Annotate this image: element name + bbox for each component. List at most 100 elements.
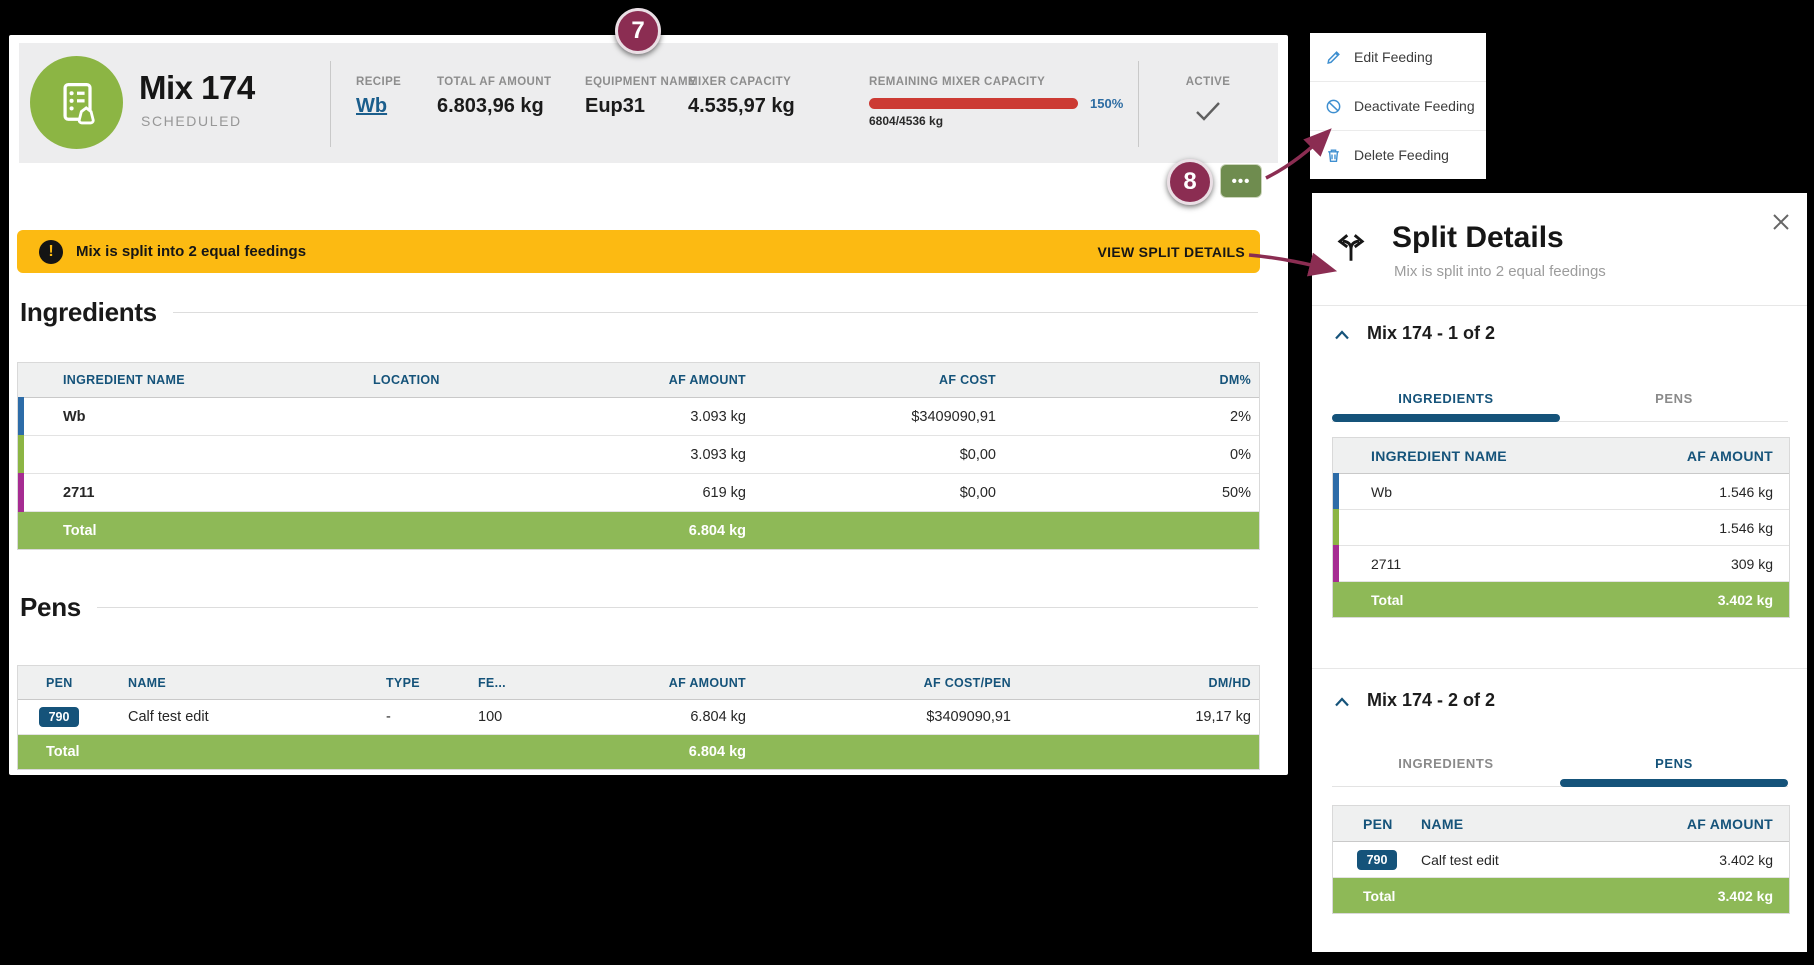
col-header: PEN bbox=[1363, 815, 1393, 832]
total-af-amount: 3.402 kg bbox=[1717, 887, 1773, 904]
pens-section-heading: Pens bbox=[20, 592, 1258, 622]
ingredient-dm: 0% bbox=[1230, 446, 1251, 463]
panel-title: Split Details bbox=[1392, 221, 1564, 254]
split-section-2-tabs: INGREDIENTS PENS bbox=[1332, 748, 1788, 787]
divider bbox=[1138, 61, 1139, 147]
table-header: INGREDIENT NAME AF AMOUNT bbox=[1333, 438, 1789, 474]
capacity-percent: 150% bbox=[1090, 96, 1124, 111]
menu-item-label: Deactivate Feeding bbox=[1354, 98, 1475, 114]
ban-icon bbox=[1325, 98, 1342, 115]
ingredient-af-amount: 3.093 kg bbox=[690, 408, 746, 425]
ingredients-total-row: Total 6.804 kg bbox=[18, 512, 1259, 549]
split-section-1-header[interactable]: Mix 174 - 1 of 2 bbox=[1334, 323, 1495, 344]
row-accent bbox=[18, 397, 24, 436]
pen-badge[interactable]: 790 bbox=[39, 707, 79, 727]
split-info-banner: ! Mix is split into 2 equal feedings VIE… bbox=[17, 230, 1260, 273]
pen-fe: 100 bbox=[478, 709, 503, 725]
menu-item-delete-feeding[interactable]: Delete Feeding bbox=[1310, 131, 1486, 179]
table-header: PEN NAME AF AMOUNT bbox=[1333, 806, 1789, 842]
chevron-up-icon bbox=[1334, 328, 1350, 340]
pen-name: Calf test edit bbox=[1421, 851, 1499, 868]
banner-message: Mix is split into 2 equal feedings bbox=[76, 243, 307, 260]
pen-number: 790 bbox=[1357, 849, 1397, 870]
field-label: EQUIPMENT NAME bbox=[585, 76, 697, 88]
more-actions-button[interactable]: ••• bbox=[1220, 164, 1262, 198]
total-label: Total bbox=[46, 744, 80, 760]
col-header: NAME bbox=[1421, 815, 1464, 832]
pencil-icon bbox=[1325, 49, 1342, 66]
annotation-marker-8: 8 bbox=[1167, 159, 1213, 205]
ingredients-section-heading: Ingredients bbox=[20, 297, 1258, 327]
split-details-panel: Split Details Mix is split into 2 equal … bbox=[1312, 193, 1807, 952]
total-label: Total bbox=[63, 522, 97, 539]
field-mixer-capacity: MIXER CAPACITY 4.535,97 kg bbox=[688, 76, 795, 118]
row-accent bbox=[1333, 545, 1339, 582]
ingredient-af-cost: $0,00 bbox=[959, 484, 996, 501]
capacity-detail: 6804/4536 kg bbox=[869, 114, 944, 128]
feeding-clipboard-icon bbox=[51, 77, 103, 129]
feeding-avatar bbox=[30, 56, 123, 149]
split-icon bbox=[1334, 231, 1368, 265]
menu-item-edit-feeding[interactable]: Edit Feeding bbox=[1310, 33, 1486, 82]
table-row[interactable]: 2711 619 kg $0,00 50% bbox=[18, 473, 1259, 512]
field-value: Eup31 bbox=[585, 95, 646, 117]
alert-icon: ! bbox=[39, 239, 63, 264]
panel-subtitle: Mix is split into 2 equal feedings bbox=[1394, 263, 1606, 280]
col-header: AF AMOUNT bbox=[668, 373, 746, 387]
feeding-header: Mix 174 SCHEDULED RECIPE Wb TOTAL AF AMO… bbox=[19, 43, 1278, 163]
pens-table: PEN NAME TYPE FE... AF AMOUNT AF COST/PE… bbox=[17, 665, 1260, 770]
active-check-icon bbox=[1148, 100, 1268, 122]
menu-item-label: Edit Feeding bbox=[1354, 49, 1433, 65]
view-split-details-button[interactable]: VIEW SPLIT DETAILS bbox=[1097, 243, 1245, 260]
table-row[interactable]: 3.093 kg $0,00 0% bbox=[18, 435, 1259, 474]
total-af-amount: 3.402 kg bbox=[1717, 591, 1773, 608]
pen-af-cost: $3409090,91 bbox=[926, 709, 1011, 725]
table-row: 2711 309 kg bbox=[1333, 545, 1789, 582]
section-title: Ingredients bbox=[20, 296, 157, 327]
split-section-2-header[interactable]: Mix 174 - 2 of 2 bbox=[1334, 690, 1495, 711]
ingredient-dm: 2% bbox=[1230, 408, 1251, 425]
status-label: SCHEDULED bbox=[141, 113, 242, 129]
page-title: Mix 174 bbox=[139, 69, 255, 106]
table-row[interactable]: 790 Calf test edit - 100 6.804 kg $34090… bbox=[18, 700, 1259, 735]
total-label: Total bbox=[1363, 887, 1396, 904]
ingredient-name[interactable]: Wb bbox=[63, 408, 86, 425]
menu-item-deactivate-feeding[interactable]: Deactivate Feeding bbox=[1310, 82, 1486, 131]
tab-pens[interactable]: PENS bbox=[1560, 748, 1788, 787]
capacity-progress-bar bbox=[869, 98, 1078, 109]
pen-dm-hd: 19,17 kg bbox=[1195, 709, 1251, 725]
close-icon[interactable] bbox=[1770, 211, 1792, 233]
recipe-link[interactable]: Wb bbox=[356, 95, 388, 117]
ingredient-af-cost: $3409090,91 bbox=[911, 408, 996, 425]
tab-pens[interactable]: PENS bbox=[1655, 391, 1693, 406]
annotation-marker-7: 7 bbox=[615, 8, 661, 54]
ingredient-af-amount: 309 kg bbox=[1730, 555, 1773, 572]
ingredient-dm: 50% bbox=[1221, 484, 1251, 501]
split-total-row: Total 3.402 kg bbox=[1333, 582, 1789, 617]
col-header: LOCATION bbox=[373, 373, 440, 387]
col-header: DM/HD bbox=[1208, 675, 1251, 690]
row-accent bbox=[1333, 509, 1339, 546]
total-af-amount: 6.804 kg bbox=[688, 744, 746, 760]
ingredient-name: 2711 bbox=[1371, 555, 1402, 572]
row-accent bbox=[18, 473, 24, 512]
field-value: 4.535,97 kg bbox=[688, 95, 795, 117]
tab-ingredients[interactable]: INGREDIENTS bbox=[1398, 756, 1494, 771]
ingredient-af-amount: 1.546 kg bbox=[1719, 483, 1773, 500]
marker-number: 7 bbox=[631, 17, 645, 44]
pen-af-amount: 6.804 kg bbox=[690, 709, 746, 725]
menu-item-label: Delete Feeding bbox=[1354, 147, 1449, 163]
divider bbox=[172, 311, 1258, 313]
field-recipe: RECIPE Wb bbox=[356, 76, 401, 118]
col-header: AF AMOUNT bbox=[1686, 815, 1773, 832]
feeding-detail-card: Mix 174 SCHEDULED RECIPE Wb TOTAL AF AMO… bbox=[9, 35, 1288, 775]
pens-total-row: Total 6.804 kg bbox=[18, 735, 1259, 769]
pens-table-header: PEN NAME TYPE FE... AF AMOUNT AF COST/PE… bbox=[18, 666, 1259, 700]
table-row[interactable]: Wb 3.093 kg $3409090,91 2% bbox=[18, 397, 1259, 436]
ingredient-af-amount: 3.093 kg bbox=[690, 446, 746, 463]
field-active: ACTIVE bbox=[1148, 76, 1268, 122]
tab-ingredients[interactable]: INGREDIENTS bbox=[1332, 383, 1560, 422]
pen-af-amount: 3.402 kg bbox=[1719, 851, 1773, 868]
ingredient-name[interactable]: 2711 bbox=[63, 484, 95, 501]
